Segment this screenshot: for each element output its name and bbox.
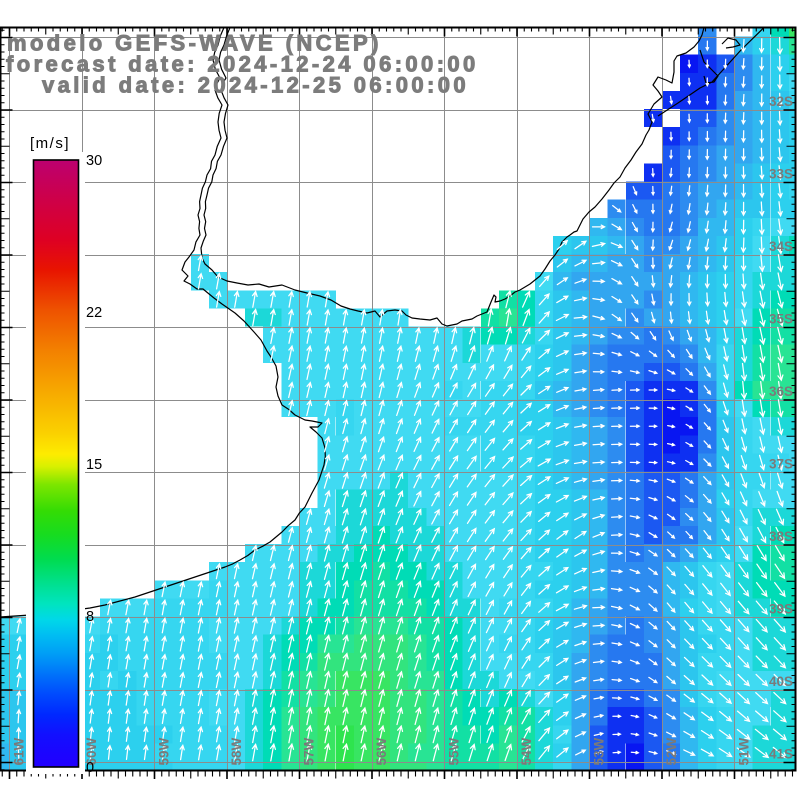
svg-text:33S: 33S bbox=[769, 167, 793, 182]
svg-text:37S: 37S bbox=[769, 457, 793, 472]
svg-text:34S: 34S bbox=[769, 239, 793, 254]
svg-text:53W: 53W bbox=[592, 737, 607, 765]
svg-text:30: 30 bbox=[86, 153, 102, 169]
svg-text:22: 22 bbox=[86, 305, 102, 321]
svg-text:56W: 56W bbox=[374, 737, 389, 765]
svg-text:57W: 57W bbox=[302, 737, 317, 765]
svg-text:modelo GEFS-WAVE (NCEP): modelo GEFS-WAVE (NCEP) bbox=[7, 31, 382, 56]
svg-text:55W: 55W bbox=[447, 737, 462, 765]
svg-text:58W: 58W bbox=[229, 737, 244, 765]
svg-text:15: 15 bbox=[86, 457, 102, 473]
svg-text:32S: 32S bbox=[769, 94, 793, 109]
svg-text:51W: 51W bbox=[737, 737, 752, 765]
svg-text:35S: 35S bbox=[769, 312, 793, 327]
svg-text:39S: 39S bbox=[769, 602, 793, 617]
svg-text:61W: 61W bbox=[12, 737, 27, 765]
svg-text:36S: 36S bbox=[769, 384, 793, 399]
svg-text:59W: 59W bbox=[157, 737, 172, 765]
svg-text:forecast date: 2024-12-24 06:0: forecast date: 2024-12-24 06:00:00 bbox=[6, 52, 479, 77]
svg-text:valid date: 2024-12-25 06:00:0: valid date: 2024-12-25 06:00:00 bbox=[42, 73, 469, 98]
svg-text:60W: 60W bbox=[84, 737, 99, 765]
svg-text:41S: 41S bbox=[769, 747, 793, 762]
svg-text:52W: 52W bbox=[664, 737, 679, 765]
svg-text:40S: 40S bbox=[769, 674, 793, 689]
svg-text:8: 8 bbox=[86, 609, 94, 625]
svg-text:54W: 54W bbox=[519, 737, 534, 765]
svg-text:38S: 38S bbox=[769, 529, 793, 544]
svg-text:[m/s]: [m/s] bbox=[30, 135, 70, 152]
svg-text:0: 0 bbox=[86, 760, 94, 776]
